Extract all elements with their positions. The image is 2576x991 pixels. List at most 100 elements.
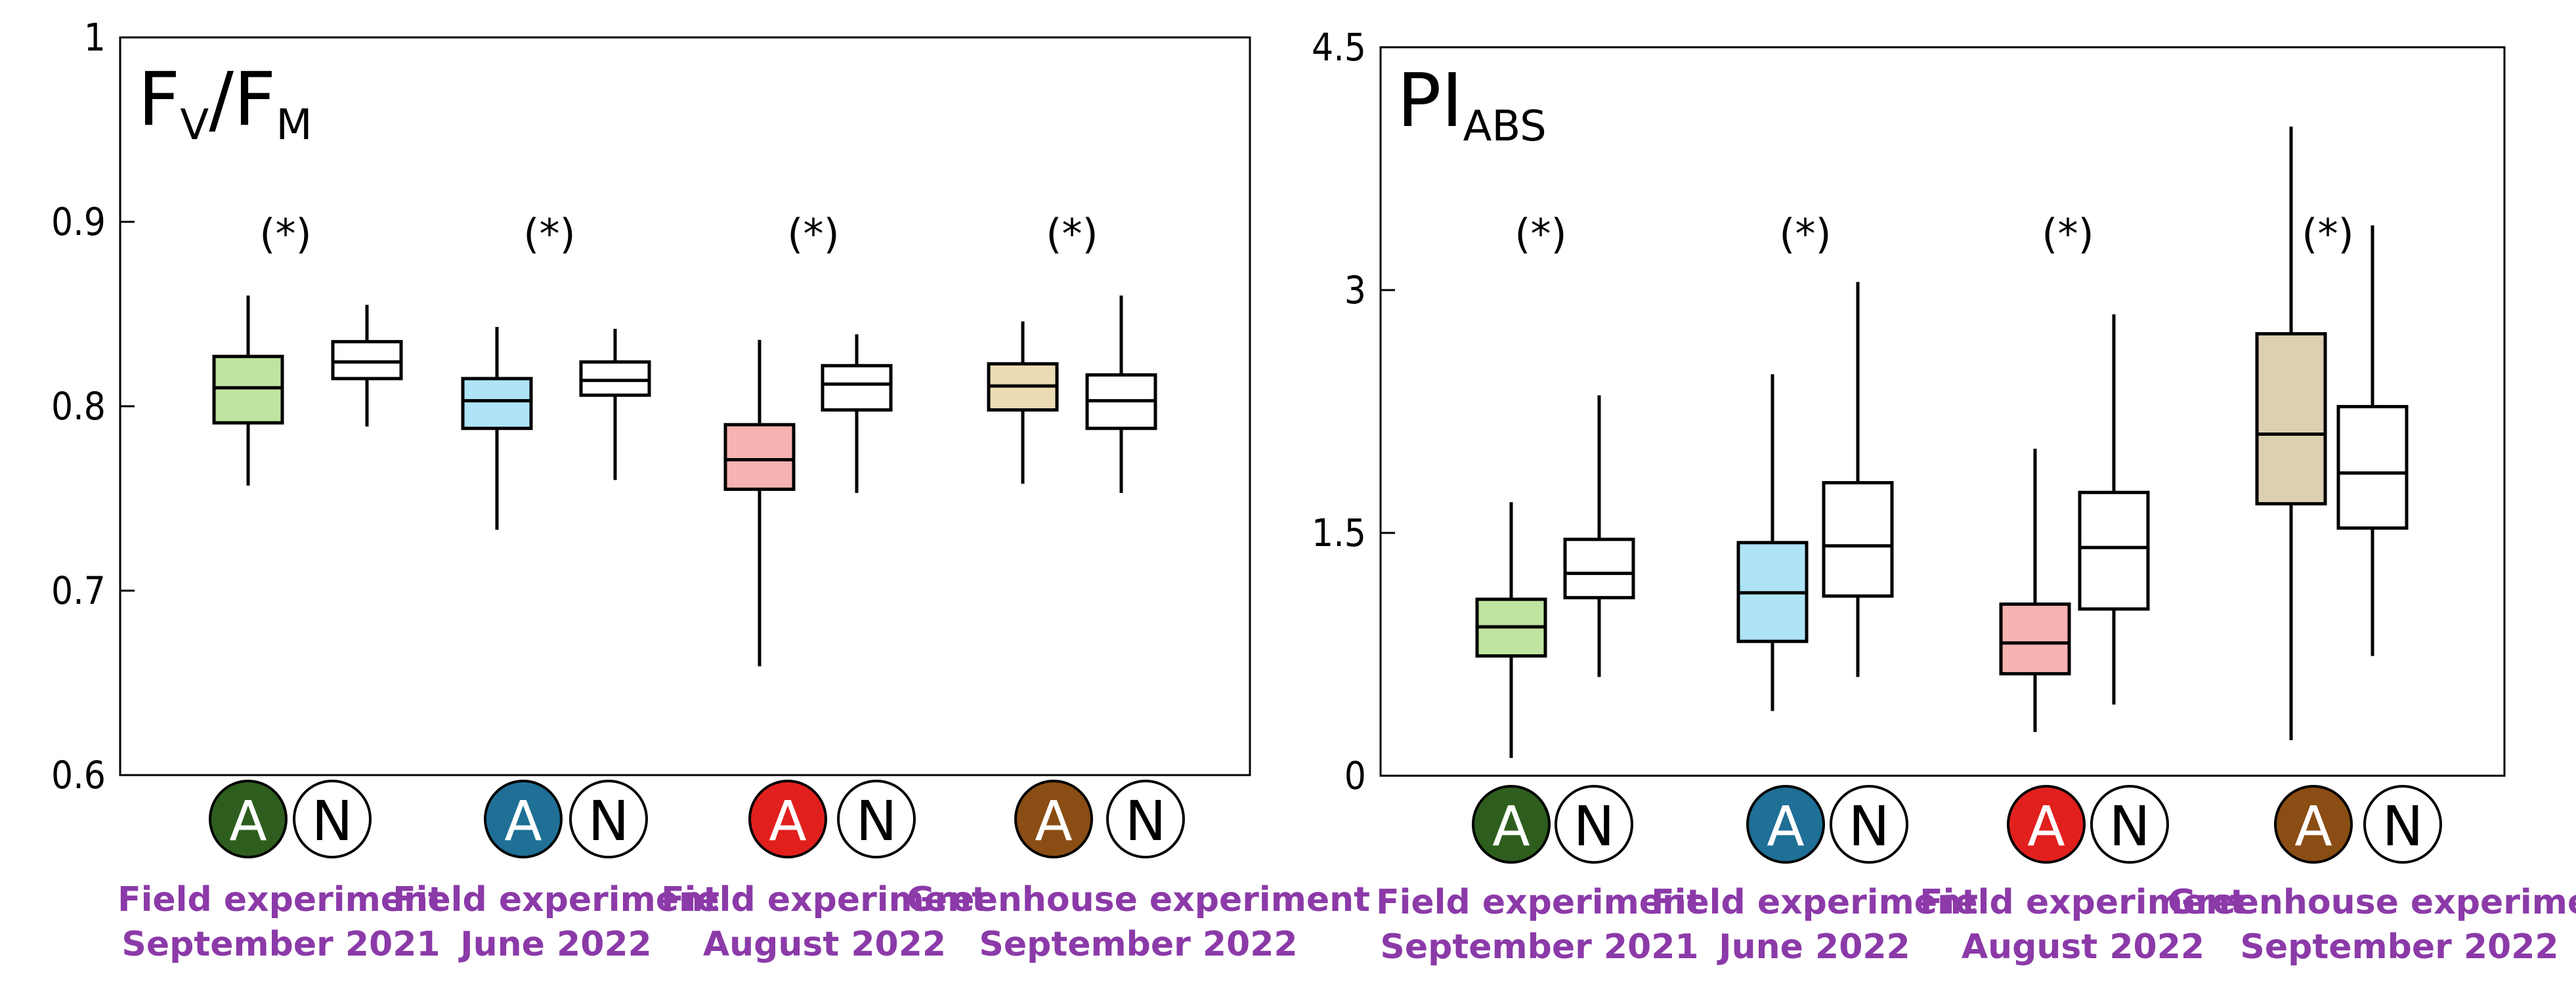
box-iqr: [331, 340, 403, 381]
plot-frame: [1379, 46, 2506, 777]
y-tick-label: 1: [84, 15, 106, 60]
group-2: (*) A N Field experiment August 2022: [661, 210, 988, 964]
title-part: PI: [1397, 58, 1463, 144]
series-badge-letter: N: [1125, 789, 1167, 853]
group-1: (*) A N Field experiment June 2022: [393, 210, 719, 964]
y-tick-label: 0: [1344, 753, 1366, 798]
series-badge-A: [748, 780, 827, 858]
box-N: [2336, 225, 2409, 656]
significance-marker: (*): [1046, 210, 1098, 258]
significance-marker: (*): [259, 210, 311, 258]
y-tick-label: 0.8: [51, 384, 106, 429]
y-tick-label: 4.5: [1312, 25, 1366, 70]
significance-marker: (*): [1514, 210, 1566, 258]
series-badge-N: [837, 780, 916, 858]
condition-label-line1: Field experiment: [118, 880, 444, 919]
box-N: [579, 328, 651, 480]
group-2: (*) A N Field experiment August 2022: [1920, 210, 2246, 967]
box-iqr: [2078, 490, 2150, 611]
y-tick-label: 0.9: [51, 200, 106, 244]
condition-label-line1: Field experiment: [661, 880, 988, 919]
series-badge-N: [2363, 785, 2442, 864]
series-badge-letter: A: [229, 789, 267, 853]
significance-marker: (*): [523, 210, 575, 258]
series-badge-letter: A: [2027, 794, 2065, 858]
box-iqr: [212, 354, 284, 425]
box-iqr: [1563, 538, 1635, 600]
condition-label-line1: Field experiment: [1376, 883, 1703, 922]
series-badge-letter: A: [769, 789, 806, 853]
title-part: V: [180, 101, 209, 150]
y-tick-label: 3: [1344, 268, 1366, 312]
condition-label-line1: Field experiment: [1920, 883, 2246, 922]
series-badge-letter: N: [1574, 794, 1615, 858]
group-0: (*) A N Field experiment September 2021: [1376, 210, 1703, 967]
series-badge-letter: N: [2382, 794, 2424, 858]
title-part: ABS: [1463, 102, 1547, 151]
series-badge-N: [1555, 785, 1633, 864]
box-iqr: [1822, 481, 1894, 598]
condition-label-line1: Field experiment: [393, 880, 719, 919]
box-N: [1822, 282, 1894, 677]
box-iqr: [461, 377, 533, 431]
series-badge-letter: N: [2109, 794, 2151, 858]
series-badge-letter: A: [1492, 794, 1530, 858]
series-badge-N: [2090, 785, 2169, 864]
significance-marker: (*): [787, 210, 839, 258]
box-N: [1563, 395, 1635, 677]
box-N: [821, 334, 893, 494]
series-badge-letter: A: [2294, 794, 2332, 858]
panel-title: PIABS: [1397, 58, 1547, 151]
condition-label-line2: September 2022: [979, 925, 1297, 964]
y-tick-label: 0.7: [51, 568, 106, 613]
condition-label-line1: Greenhouse experiment: [2168, 883, 2576, 922]
condition-label-line1: Greenhouse experiment: [907, 880, 1370, 919]
series-badge-letter: N: [856, 789, 897, 853]
box-iqr: [2336, 405, 2409, 530]
significance-marker: (*): [1779, 210, 1831, 258]
box-A: [987, 321, 1059, 484]
series-badge-A: [484, 780, 563, 858]
series-badge-N: [1830, 785, 1908, 864]
box-iqr: [821, 364, 893, 412]
title-part: M: [276, 101, 312, 150]
box-A: [1475, 502, 1547, 758]
condition-label-line2: June 2022: [458, 925, 651, 964]
series-badge-A: [1014, 780, 1093, 858]
box-iqr: [579, 360, 651, 397]
group-0: (*) A N Field experiment September 2021: [118, 210, 444, 964]
series-badge-N: [293, 780, 372, 858]
box-iqr: [723, 423, 796, 491]
box-N: [1085, 295, 1157, 494]
box-A: [461, 327, 533, 530]
title-part: F: [138, 57, 180, 142]
series-badge-A: [209, 780, 288, 858]
series-badge-A: [2007, 785, 2086, 864]
condition-label-line2: June 2022: [1717, 927, 1910, 967]
y-tick-label: 0.6: [51, 753, 106, 797]
significance-marker: (*): [2042, 210, 2093, 258]
condition-label-line2: August 2022: [703, 925, 946, 964]
y-tick-label: 1.5: [1312, 511, 1366, 555]
series-badge-A: [1472, 785, 1551, 864]
series-badge-A: [2274, 785, 2353, 864]
significance-marker: (*): [2302, 210, 2353, 258]
series-badge-letter: N: [588, 789, 630, 853]
condition-label-line1: Field experiment: [1651, 883, 1978, 922]
group-3: (*) AN Greenhouse experiment September 2022: [2168, 126, 2576, 967]
box-iqr: [2255, 332, 2327, 506]
box-N: [331, 305, 403, 427]
series-badge-N: [1106, 780, 1185, 858]
series-badge-letter: A: [1035, 789, 1072, 853]
condition-label-line2: August 2022: [1962, 927, 2204, 967]
series-badge-letter: A: [504, 789, 542, 853]
box-A: [212, 295, 284, 486]
series-badge-N: [569, 780, 648, 858]
condition-label-line2: September 2021: [1380, 927, 1698, 967]
box-A: [2255, 126, 2327, 740]
panel-title: FV/FM: [138, 57, 312, 150]
